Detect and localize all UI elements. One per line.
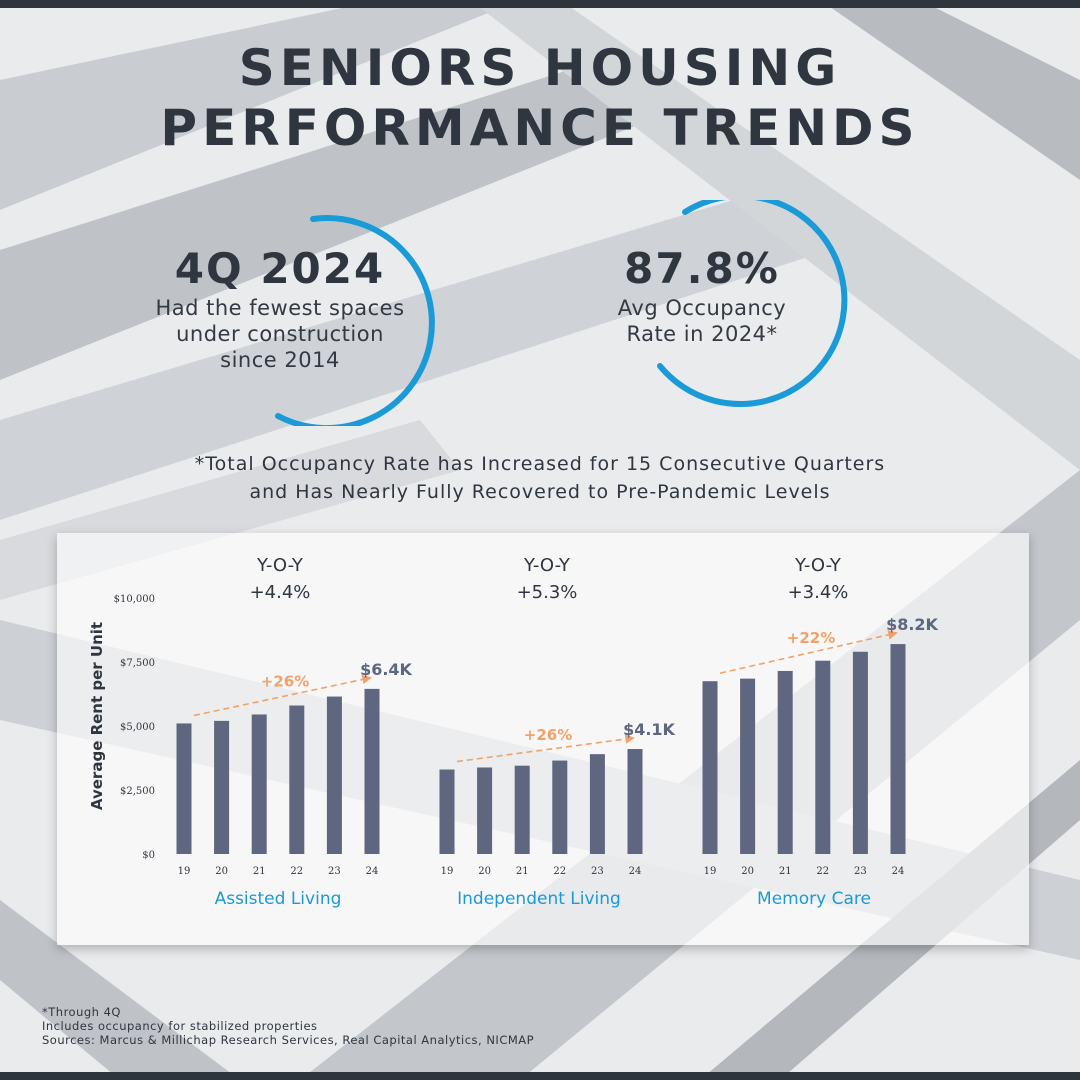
y-tick-label: $2,500 xyxy=(120,786,155,797)
x-tick-label: 22 xyxy=(290,866,303,877)
x-tick-label: 21 xyxy=(779,866,792,877)
x-tick-label: 20 xyxy=(741,866,754,877)
x-tick-label: 23 xyxy=(854,866,867,877)
group-label: Independent Living xyxy=(457,889,621,909)
stat-ring-construction xyxy=(275,215,435,426)
group-label: Memory Care xyxy=(757,889,871,909)
yoy-label: Y-O-Y xyxy=(794,555,842,576)
stat-ring-occupancy xyxy=(657,200,848,408)
growth-arrow xyxy=(719,630,898,674)
stat-occupancy-value: 87.8% xyxy=(624,244,780,293)
stat-construction: 4Q 2024 Had the fewest spaces under cons… xyxy=(120,243,440,373)
stat-occupancy-line-1: Avg Occupancy xyxy=(617,296,787,320)
x-tick-label: 20 xyxy=(215,866,228,877)
bar xyxy=(852,651,868,854)
bar xyxy=(477,767,493,854)
stat-occupancy: 87.8% Avg Occupancy Rate in 2024* xyxy=(542,243,862,347)
bar xyxy=(326,696,342,854)
y-axis-label: Average Rent per Unit xyxy=(88,622,106,810)
y-tick-label: $7,500 xyxy=(120,658,155,669)
footnote-sources: Sources: Marcus & Millichap Research Ser… xyxy=(42,1033,535,1047)
x-tick-label: 23 xyxy=(328,866,341,877)
bar xyxy=(702,681,718,854)
x-tick-label: 24 xyxy=(892,866,905,877)
y-tick-label: $0 xyxy=(142,850,155,861)
x-tick-label: 23 xyxy=(591,866,604,877)
growth-label: +22% xyxy=(787,629,835,647)
x-tick-label: 21 xyxy=(516,866,529,877)
yoy-value: +3.4% xyxy=(788,582,849,603)
end-value-label: $8.2K xyxy=(886,615,938,634)
stat-occupancy-line-2: Rate in 2024* xyxy=(626,322,778,346)
end-value-label: $4.1K xyxy=(623,720,675,739)
page-title: SENIORS HOUSING PERFORMANCE TRENDS xyxy=(0,38,1080,158)
stat-construction-line-3: since 2014 xyxy=(220,348,340,372)
bar xyxy=(364,688,380,854)
bottom-border-bar xyxy=(0,1072,1080,1080)
x-tick-label: 21 xyxy=(253,866,266,877)
bar xyxy=(289,705,305,854)
bar xyxy=(514,765,530,854)
bar xyxy=(890,644,906,854)
title-line-1: SENIORS HOUSING xyxy=(238,39,842,97)
occupancy-note-line-2: and Has Nearly Fully Recovered to Pre-Pa… xyxy=(249,481,831,503)
yoy-label: Y-O-Y xyxy=(523,555,571,576)
bar xyxy=(251,714,267,854)
x-tick-label: 19 xyxy=(441,866,454,877)
bar xyxy=(777,670,793,854)
occupancy-note: *Total Occupancy Rate has Increased for … xyxy=(0,450,1080,506)
growth-label: +26% xyxy=(524,726,572,744)
title-line-2: PERFORMANCE TRENDS xyxy=(160,99,920,157)
x-tick-label: 22 xyxy=(553,866,566,877)
bar xyxy=(439,769,455,854)
x-tick-label: 24 xyxy=(629,866,642,877)
x-tick-label: 19 xyxy=(704,866,717,877)
yoy-label: Y-O-Y xyxy=(256,555,304,576)
growth-label: +26% xyxy=(261,673,309,691)
occupancy-note-line-1: *Total Occupancy Rate has Increased for … xyxy=(194,453,886,475)
end-value-label: $6.4K xyxy=(360,660,412,679)
bar xyxy=(627,749,643,854)
bar xyxy=(552,760,568,854)
x-tick-label: 24 xyxy=(366,866,379,877)
top-border-bar xyxy=(0,0,1080,8)
x-tick-label: 20 xyxy=(478,866,491,877)
stat-construction-line-2: under construction xyxy=(176,322,384,346)
bar xyxy=(589,754,605,854)
footnote-1: *Through 4Q xyxy=(42,1005,121,1019)
stat-construction-value: 4Q 2024 xyxy=(174,244,386,293)
x-tick-label: 22 xyxy=(816,866,829,877)
y-tick-label: $5,000 xyxy=(120,722,155,733)
bar xyxy=(214,720,230,854)
group-label: Assisted Living xyxy=(215,889,342,909)
bar xyxy=(740,678,756,854)
x-tick-label: 19 xyxy=(178,866,191,877)
yoy-value: +5.3% xyxy=(517,582,578,603)
y-tick-label: $10,000 xyxy=(114,594,155,605)
stat-construction-line-1: Had the fewest spaces xyxy=(155,296,405,320)
bar xyxy=(176,723,192,854)
yoy-value: +4.4% xyxy=(250,582,311,603)
footnote-2: Includes occupancy for stabilized proper… xyxy=(42,1019,318,1033)
bar xyxy=(815,660,831,854)
footnotes: *Through 4Q Includes occupancy for stabi… xyxy=(42,1005,534,1047)
